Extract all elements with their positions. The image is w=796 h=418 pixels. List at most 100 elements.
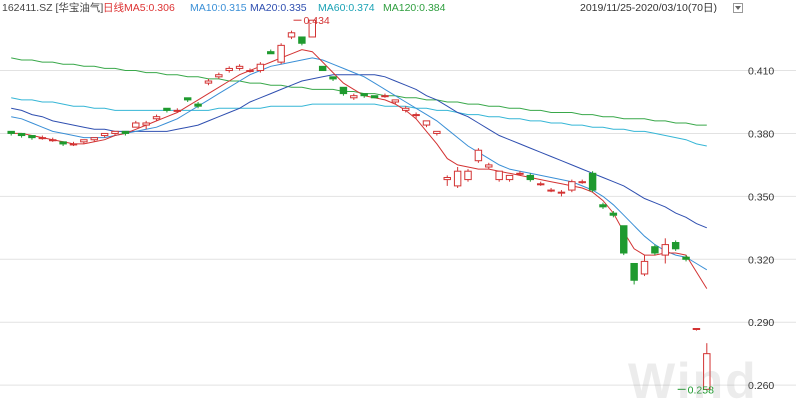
candle-body-24 (256, 63, 265, 72)
candle-body-41 (433, 130, 441, 134)
candle-13 (142, 120, 150, 130)
candle-40 (422, 120, 431, 128)
candle-33 (350, 93, 358, 100)
candle-body-27 (287, 32, 296, 38)
candle-body-48 (505, 174, 514, 181)
candle-body-56 (588, 172, 597, 191)
ma20-legend: MA20:0.335 (250, 2, 307, 14)
candle-body-16 (173, 109, 182, 112)
candle-54 (568, 179, 576, 193)
y-tick-label-3: 0.320 (748, 254, 774, 266)
candle-18 (194, 101, 202, 109)
candle-67 (703, 343, 711, 390)
candle-5 (59, 141, 67, 147)
annotation-label-1: 0.258 (688, 384, 714, 396)
annotation-layer: 0.434 0.258 (293, 15, 714, 396)
candle-39 (412, 112, 420, 119)
ma5-legend: MA5:0.306 (124, 2, 175, 14)
candle-52 (547, 187, 555, 193)
candle-body-18 (194, 103, 202, 107)
candle-12 (132, 120, 140, 128)
candle-16 (173, 108, 182, 113)
candle-body-34 (360, 93, 368, 97)
candle-body-7 (80, 139, 88, 143)
candle-25 (267, 49, 275, 55)
candle-body-6 (69, 143, 78, 146)
period-label[interactable]: 日线 (103, 2, 124, 14)
candle-body-19 (204, 80, 213, 84)
candle-body-8 (90, 137, 98, 141)
y-tick-label-1: 0.380 (748, 128, 774, 140)
candle-body-44 (464, 170, 472, 181)
candle-body-4 (49, 139, 57, 142)
candle-49 (516, 171, 524, 176)
candle-body-67 (703, 353, 711, 390)
candle-body-63 (661, 244, 669, 256)
candle-body-32 (339, 86, 348, 95)
y-tick-label-4: 0.290 (748, 317, 774, 329)
candle-body-31 (329, 76, 337, 80)
candle-31 (329, 76, 337, 82)
candle-2 (28, 135, 36, 140)
candle-body-43 (453, 170, 462, 187)
candle-24 (256, 62, 265, 73)
candle-66 (692, 327, 701, 331)
candle-body-26 (277, 44, 285, 63)
ma60-line (11, 97, 707, 147)
candle-45 (474, 148, 483, 163)
candle-28 (298, 36, 306, 46)
candle-14 (152, 114, 161, 121)
candle-body-0 (7, 130, 15, 134)
ma10-legend: MA10:0.315 (190, 2, 247, 14)
candle-layer (7, 19, 711, 390)
candle-57 (599, 202, 607, 209)
candle-body-17 (183, 97, 192, 101)
grid-layer (0, 70, 796, 386)
candle-body-22 (235, 65, 244, 69)
candle-65 (682, 255, 690, 262)
dropdown-menu-icon[interactable] (733, 3, 743, 13)
candle-17 (183, 97, 192, 102)
candle-body-40 (422, 120, 431, 126)
candle-body-3 (38, 137, 47, 140)
candle-body-1 (17, 132, 26, 137)
candle-body-55 (578, 181, 586, 184)
candle-7 (80, 139, 88, 144)
candle-body-38 (402, 107, 410, 111)
candle-20 (215, 72, 223, 79)
y-tick-label-5: 0.260 (748, 380, 774, 392)
candle-41 (433, 130, 441, 136)
candle-body-23 (246, 70, 254, 73)
date-range-label[interactable]: 2019/11/25-2020/03/10(70日) (580, 2, 717, 14)
candle-43 (453, 167, 462, 188)
y-axis-ticks: 0.410 0.380 0.350 0.320 0.290 0.260 (748, 66, 774, 393)
y-tick-label-0: 0.410 (748, 66, 774, 78)
candle-body-60 (630, 262, 638, 281)
candle-15 (163, 107, 171, 113)
candle-body-29 (308, 19, 316, 38)
candle-body-52 (547, 189, 555, 192)
candle-body-33 (350, 95, 358, 99)
ma120-line (11, 57, 707, 126)
candle-53 (557, 190, 566, 197)
candle-62 (651, 244, 659, 256)
candle-42 (443, 175, 451, 186)
candle-22 (235, 64, 244, 71)
ma5-line (11, 49, 708, 289)
candle-4 (49, 137, 57, 142)
candle-32 (339, 86, 348, 96)
candle-55 (578, 179, 586, 184)
candle-61 (640, 255, 649, 277)
candle-34 (360, 93, 368, 98)
candle-46 (485, 162, 493, 170)
candle-27 (287, 30, 296, 40)
candle-body-61 (640, 260, 649, 275)
ticker-label: 162411.SZ [华宝油气] (2, 2, 104, 14)
moving-average-layer (11, 49, 708, 289)
candle-body-53 (557, 191, 566, 194)
candle-body-50 (526, 174, 535, 181)
candle-body-30 (318, 65, 327, 72)
candle-body-5 (59, 141, 67, 145)
